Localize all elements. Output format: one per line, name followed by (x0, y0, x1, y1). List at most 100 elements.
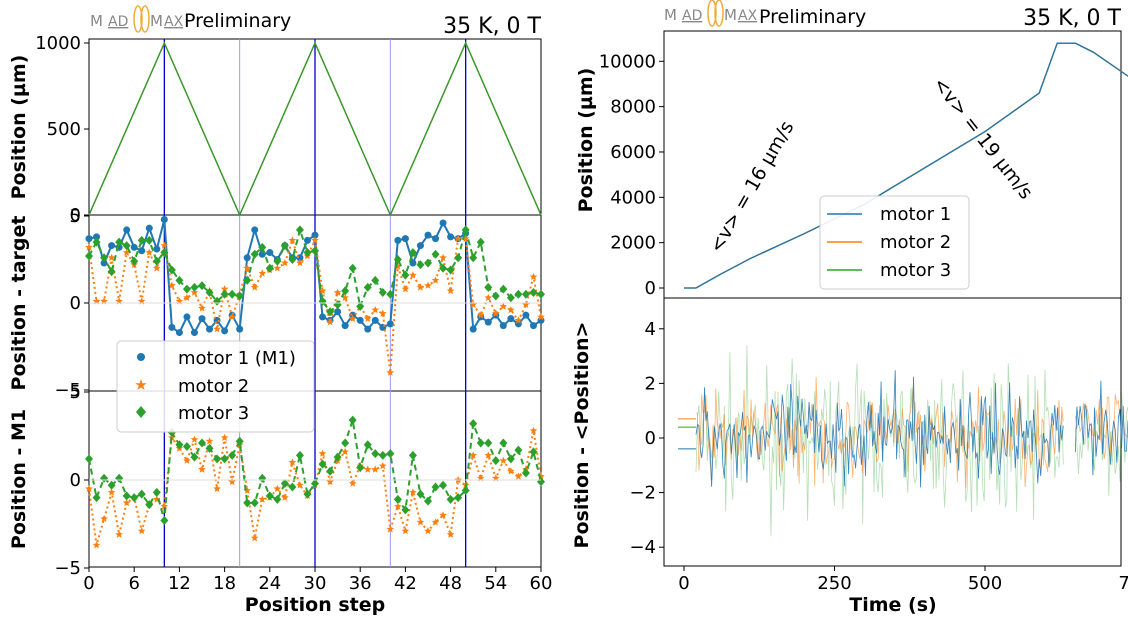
right-top-line-motor-1 (684, 42, 1128, 289)
middle-point-s3-4 (115, 237, 124, 247)
middle-point-s2-3 (107, 253, 116, 261)
middle-point-s2-18 (220, 285, 229, 293)
bottom-point-s2-31 (318, 459, 327, 469)
middle-point-s2-32 (326, 318, 334, 326)
bottom-point-s2-27 (288, 482, 297, 492)
middle-point-s3-56 (506, 293, 515, 303)
bottom-point-s1-19 (228, 477, 236, 485)
madmax-logo: M AD M AX (90, 5, 184, 33)
left-bottom-ytick-tick-label-0: 0 (70, 470, 81, 491)
left-bottom-ytick-tick-label-5: 5 (70, 382, 81, 403)
middle-point-s2-27 (288, 236, 297, 244)
bottom-point-s1-56 (507, 467, 515, 475)
middle-point-s3-25 (273, 256, 282, 266)
middle-point-s3-48 (446, 265, 455, 275)
right-legend-box (819, 195, 970, 290)
middle-point-s1-37 (364, 325, 372, 333)
bottom-point-s2-51 (469, 419, 478, 429)
middle-point-s2-26 (281, 259, 289, 267)
left-top-ylabel: Position (µm) (8, 55, 30, 200)
bottom-point-s2-47 (439, 480, 448, 490)
left-middle-ylabel: Position - target (8, 216, 30, 391)
middle-point-s2-53 (484, 293, 493, 301)
middle-point-s2-58 (522, 300, 530, 308)
middle-point-s2-56 (507, 306, 515, 314)
right-bottom-ytick-tick-label-2: 2 (645, 373, 656, 394)
middle-point-s1-41 (394, 236, 402, 244)
left-xlabel: Position step (245, 594, 385, 616)
middle-point-s1-34 (341, 322, 349, 330)
middle-point-s3-34 (341, 286, 350, 296)
middle-point-s1-9 (153, 245, 161, 253)
xtick-label-left-0: 0 (83, 573, 94, 594)
middle-point-s2-46 (431, 276, 440, 284)
middle-point-s2-22 (250, 283, 259, 291)
bottom-point-s2-37 (363, 440, 372, 450)
middle-point-s3-58 (521, 289, 530, 299)
noise-seg0-series1 (695, 376, 1064, 489)
xtick-label-right-750: 750 (1118, 573, 1128, 594)
middle-point-s3-18 (220, 289, 229, 299)
middle-point-s3-13 (182, 284, 191, 294)
bottom-point-s1-22 (250, 534, 259, 542)
bottom-point-s1-7 (137, 527, 146, 535)
bottom-point-s2-15 (198, 438, 206, 448)
bottom-point-s2-0 (85, 454, 93, 464)
middle-point-s1-24 (266, 249, 274, 257)
bottom-point-s2-38 (371, 449, 380, 459)
bottom-point-s2-19 (228, 450, 237, 460)
bottom-point-s2-20 (235, 436, 244, 446)
legend-marker-motor1 (137, 353, 145, 361)
middle-point-s3-49 (454, 253, 463, 263)
bottom-point-s2-33 (333, 452, 342, 462)
left-header: M AD M AX Preliminary 35 K, 0 T (90, 5, 542, 39)
preliminary-label-left: Preliminary (184, 10, 291, 32)
right-legend: motor 1 motor 2 motor 3 (819, 195, 970, 290)
bottom-point-s1-43 (409, 488, 417, 496)
bottom-point-s2-5 (122, 491, 131, 501)
middle-point-s3-9 (152, 256, 161, 266)
condition-label-right: 35 K, 0 T (1023, 6, 1121, 31)
bottom-point-s2-21 (243, 498, 252, 508)
bottom-point-s2-16 (205, 443, 214, 453)
middle-point-s2-10 (160, 241, 169, 249)
middle-point-s1-47 (439, 219, 447, 227)
middle-point-s3-15 (198, 281, 206, 291)
middle-point-s3-50 (461, 225, 470, 235)
bottom-point-s1-46 (431, 518, 440, 526)
middle-point-s1-1 (93, 233, 101, 241)
middle-point-s1-43 (409, 259, 417, 267)
middle-point-s3-17 (213, 296, 222, 306)
xtick-label-right-500: 500 (968, 573, 1002, 594)
middle-point-s1-22 (251, 226, 259, 234)
middle-point-s1-10 (160, 215, 168, 223)
middle-point-s2-47 (439, 253, 447, 261)
bottom-point-s1-35 (348, 479, 357, 487)
bottom-point-s1-57 (514, 472, 523, 480)
bottom-point-s2-43 (408, 450, 417, 460)
bottom-point-s1-45 (424, 527, 432, 535)
right-header: M AD M AX Preliminary 35 K, 0 T (664, 0, 1122, 31)
bottom-point-s2-6 (130, 493, 139, 503)
middle-point-s2-40 (386, 368, 395, 376)
bottom-point-s1-23 (258, 495, 267, 503)
middle-point-s3-30 (311, 246, 319, 256)
middle-point-s1-8 (145, 224, 153, 232)
right-xlabel: Time (s) (849, 594, 936, 616)
middle-point-s1-21 (243, 254, 251, 262)
bottom-point-s2-12 (175, 440, 184, 450)
noise-seg0-series2 (695, 345, 1064, 536)
middle-point-s1-42 (401, 235, 409, 243)
middle-point-s2-39 (379, 309, 387, 317)
middle-point-s3-41 (393, 255, 402, 264)
bottom-point-s1-26 (281, 493, 289, 501)
right-bottom-ylabel: Position - <Position> (571, 322, 593, 549)
left-bottom-ylabel: Position - M1 (8, 409, 30, 549)
middle-point-s2-19 (228, 312, 236, 321)
svg-text:M: M (150, 12, 163, 30)
noise-seg0-series0 (695, 370, 1064, 488)
left-top-ytick-tick-label-0: 0 (70, 205, 81, 226)
middle-point-s2-50 (461, 234, 470, 242)
xtick-label-left-6: 6 (128, 573, 139, 594)
bottom-point-s1-51 (469, 451, 477, 459)
